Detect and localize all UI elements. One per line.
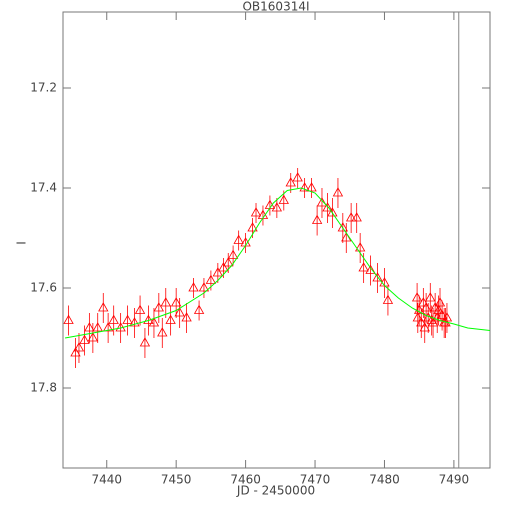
data-point (316, 197, 328, 207)
data-point (102, 322, 114, 332)
data-point (70, 347, 81, 357)
data-point (311, 214, 323, 224)
data-point (306, 182, 317, 192)
data-point (129, 317, 140, 327)
data-point (433, 304, 444, 314)
data-point (170, 297, 182, 307)
data-point (98, 302, 109, 312)
data-point (223, 257, 234, 267)
data-point (153, 302, 164, 312)
data-point (250, 207, 262, 217)
x-axis-label: JD - 2450000 (236, 484, 315, 498)
data-point (345, 212, 357, 222)
data-point (92, 322, 103, 332)
data-point (165, 314, 176, 324)
x-tick-label: 7440 (91, 473, 122, 487)
model-curve (64, 187, 491, 339)
data-point (134, 304, 146, 314)
data-point (174, 307, 185, 317)
data-point (365, 264, 376, 274)
data-point (322, 202, 333, 212)
data-point (79, 334, 90, 344)
data-point (139, 337, 151, 347)
data-point (416, 317, 427, 327)
data-point (337, 222, 348, 232)
data-point (382, 294, 394, 304)
chart-title: OB160314I (242, 0, 309, 14)
data-point (332, 187, 344, 197)
data-point (87, 332, 99, 342)
data-point (351, 212, 362, 222)
data-point (73, 342, 85, 352)
x-tick-label: 7460 (230, 473, 261, 487)
data-point (432, 312, 443, 322)
data-point (247, 222, 258, 232)
x-tick-label: 7450 (161, 473, 192, 487)
data-point (271, 202, 283, 212)
data-point (372, 272, 383, 282)
data-point (299, 182, 310, 192)
y-tick-label: 17.4 (30, 181, 57, 195)
y-tick-label: 17.2 (30, 81, 57, 95)
x-tick-label: 7480 (369, 473, 400, 487)
data-point (148, 317, 160, 327)
data-point (84, 322, 95, 332)
data-point (218, 262, 229, 272)
data-point (181, 312, 192, 322)
data-point (227, 249, 239, 259)
data-point (412, 312, 423, 322)
data-point (327, 207, 338, 217)
data-point (160, 297, 171, 307)
y-axis-label: I (15, 241, 29, 245)
data-point (358, 262, 369, 272)
y-tick-label: 17.8 (30, 381, 57, 395)
data-point (205, 274, 217, 284)
data-point (278, 194, 289, 204)
data-point (188, 282, 199, 292)
data-point (418, 297, 429, 307)
data-point (122, 314, 133, 324)
data-point (426, 314, 437, 324)
data-point (198, 282, 210, 292)
y-tick-label: 17.6 (30, 281, 57, 295)
data-point (354, 242, 366, 252)
data-point (157, 327, 168, 337)
data-point (212, 267, 224, 277)
data-point (419, 322, 430, 332)
data-point (233, 234, 244, 244)
data-point (63, 314, 74, 324)
data-point (193, 304, 205, 314)
plot-frame (62, 11, 491, 469)
data-point (108, 314, 119, 324)
data-point (425, 292, 436, 302)
x-tick-label: 7490 (439, 473, 470, 487)
data-point (285, 177, 296, 187)
x-tick-label: 7470 (300, 473, 331, 487)
data-point (292, 172, 303, 182)
